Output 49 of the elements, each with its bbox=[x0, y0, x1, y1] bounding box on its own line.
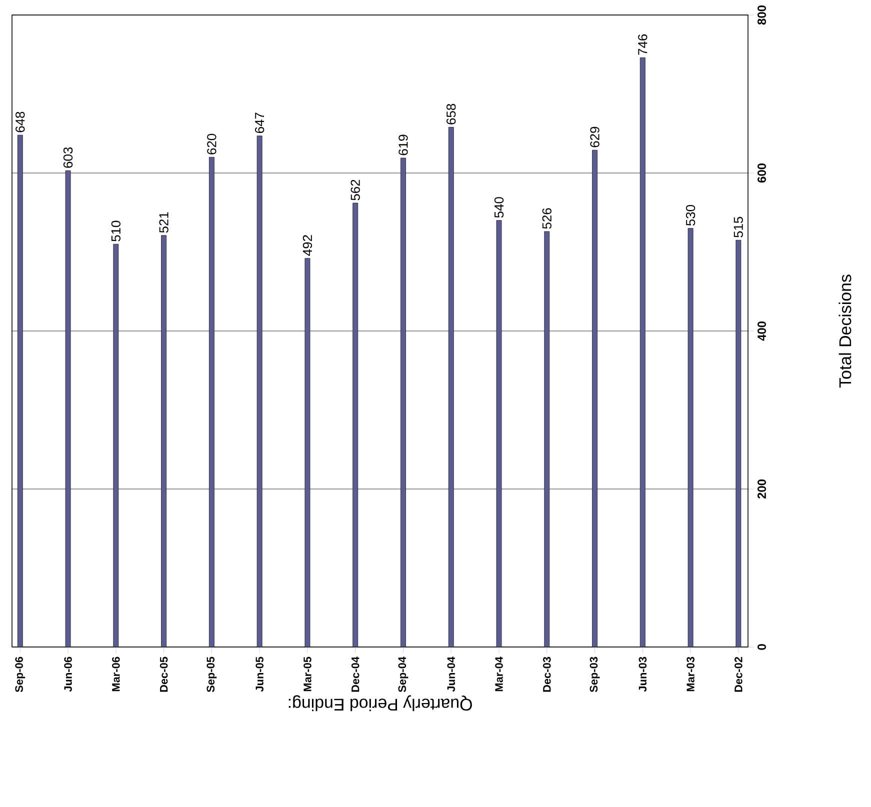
x-tick-label: Jun-03 bbox=[638, 656, 647, 692]
data-label: 647 bbox=[254, 112, 264, 134]
x-tick-label: Dec-04 bbox=[351, 656, 360, 692]
data-label: 620 bbox=[207, 134, 216, 154]
data-label: 658 bbox=[446, 104, 456, 124]
bar bbox=[640, 57, 646, 647]
y-tick-label: 800 bbox=[758, 6, 766, 25]
bar bbox=[400, 158, 406, 647]
data-label: 562 bbox=[350, 180, 360, 200]
y-tick-label: 0 bbox=[758, 644, 766, 650]
x-tick-label: Dec-03 bbox=[543, 656, 551, 692]
bar bbox=[208, 157, 214, 647]
bar bbox=[161, 235, 166, 647]
x-tick-label: Jun-04 bbox=[447, 656, 455, 692]
y-tick-label: 600 bbox=[758, 164, 766, 183]
data-label: 492 bbox=[302, 235, 312, 256]
x-tick-label: Sep-06 bbox=[15, 656, 26, 692]
bar bbox=[113, 244, 119, 647]
x-tick-label: Sep-04 bbox=[398, 656, 408, 692]
x-tick-label: Jun-05 bbox=[256, 656, 264, 692]
data-label: 510 bbox=[111, 220, 120, 242]
y-axis-title: Total Decisions bbox=[838, 274, 852, 388]
x-tick-label: Jun-06 bbox=[64, 656, 72, 692]
data-label: 746 bbox=[638, 34, 648, 55]
data-label: 521 bbox=[159, 212, 168, 233]
data-label: 629 bbox=[590, 126, 600, 148]
x-tick-label: Sep-05 bbox=[206, 656, 217, 692]
x-tick-label: Dec-05 bbox=[160, 656, 168, 692]
data-label: 530 bbox=[686, 204, 696, 226]
data-label: 619 bbox=[398, 134, 408, 156]
data-label: 603 bbox=[63, 147, 73, 168]
y-tick-label: 400 bbox=[758, 322, 766, 341]
data-label: 515 bbox=[734, 216, 743, 238]
bar bbox=[352, 202, 358, 647]
x-axis-title: Quarterly Period Ending: bbox=[288, 695, 472, 712]
bar bbox=[17, 134, 23, 647]
x-tick-label: Dec-02 bbox=[734, 656, 742, 692]
data-label: 526 bbox=[542, 208, 552, 229]
x-tick-label: Sep-03 bbox=[590, 656, 600, 692]
x-tick-label: Mar-06 bbox=[112, 656, 120, 692]
bar bbox=[592, 150, 598, 647]
data-label: 648 bbox=[16, 112, 25, 132]
bar bbox=[448, 126, 454, 647]
x-tick-label: Mar-05 bbox=[304, 656, 312, 692]
data-label: 540 bbox=[494, 197, 504, 218]
bar bbox=[544, 231, 550, 647]
x-tick-label: Mar-04 bbox=[495, 656, 503, 692]
y-tick-label: 200 bbox=[758, 480, 766, 499]
x-tick-label: Mar-03 bbox=[686, 656, 694, 692]
